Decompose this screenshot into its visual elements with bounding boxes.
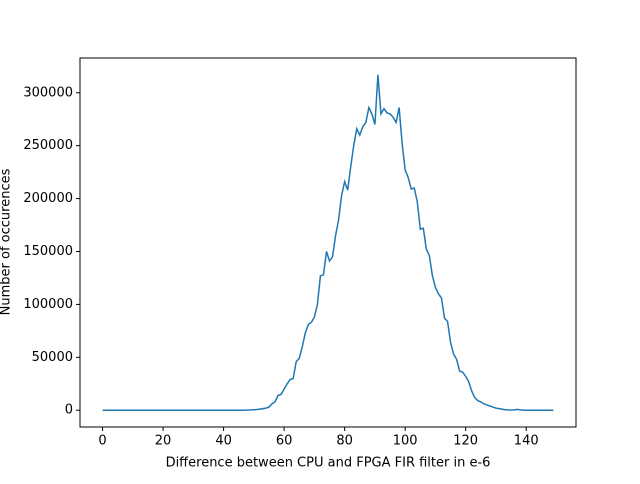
y-tick-label: 150000 <box>23 244 73 259</box>
plot-frame <box>79 57 577 428</box>
x-tick-label: 80 <box>336 434 353 449</box>
x-axis-label: Difference between CPU and FPGA FIR filt… <box>166 456 491 471</box>
x-tick-label: 120 <box>453 434 478 449</box>
y-tick-label: 300000 <box>23 85 73 100</box>
x-tick-label: 100 <box>393 434 418 449</box>
y-axis-label: Number of occurences <box>0 168 14 315</box>
x-tick-label: 140 <box>514 434 539 449</box>
y-tick-label: 0 <box>65 403 73 418</box>
y-tick-label: 200000 <box>23 191 73 206</box>
y-tick-label: 100000 <box>23 297 73 312</box>
x-tick-label: 0 <box>98 434 106 449</box>
x-tick-label: 40 <box>215 434 232 449</box>
y-tick-label: 250000 <box>23 138 73 153</box>
data-line <box>102 74 554 411</box>
x-tick-label: 60 <box>276 434 293 449</box>
x-tick-label: 20 <box>155 434 172 449</box>
y-tick-label: 50000 <box>32 350 73 365</box>
